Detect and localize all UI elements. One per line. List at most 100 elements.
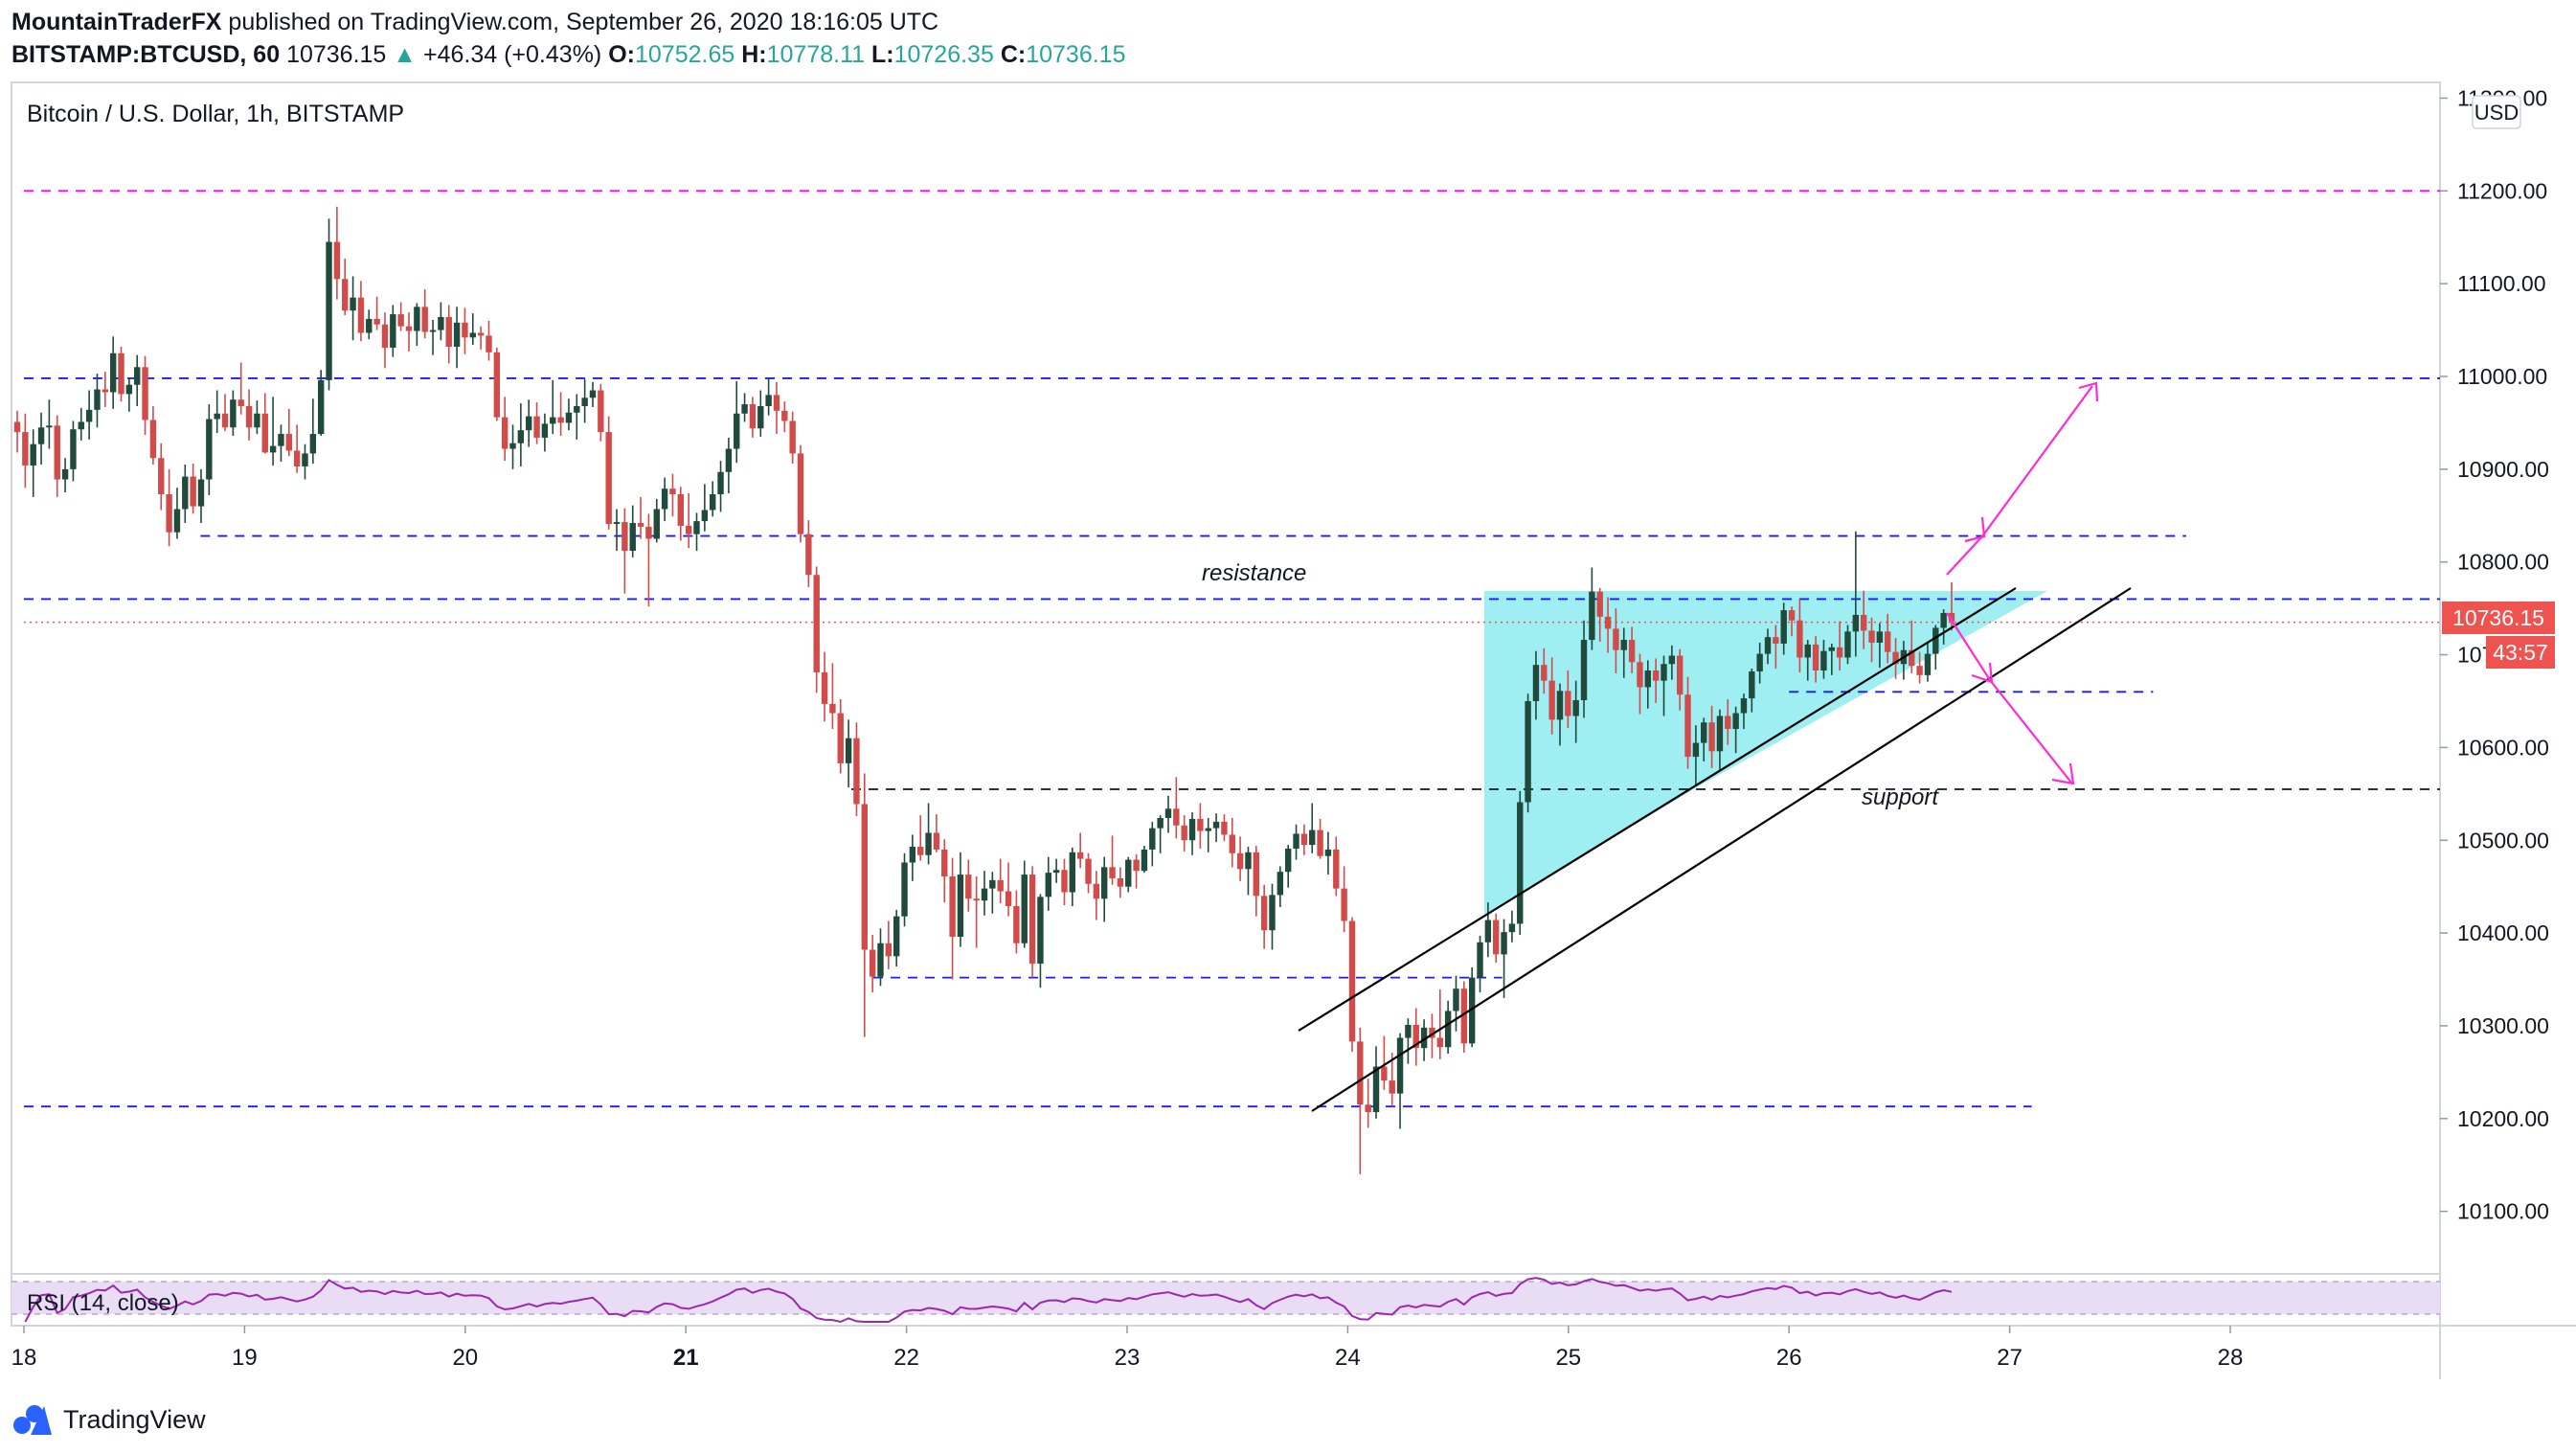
candle: [462, 307, 468, 354]
candle: [677, 487, 685, 541]
candle-body: [893, 916, 900, 957]
x-tick-label: 26: [1776, 1345, 1802, 1371]
candle: [261, 393, 268, 454]
candle: [405, 312, 413, 352]
candle-body: [405, 326, 413, 331]
candle-body: [221, 413, 229, 428]
candle: [1277, 866, 1284, 907]
y-tick-label: 10200.00: [2457, 1106, 2549, 1131]
candle-body: [197, 479, 205, 507]
candle-body: [1844, 631, 1851, 658]
candle: [1484, 902, 1492, 958]
publisher-name: MountainTraderFX: [11, 9, 222, 35]
candle-body: [1405, 1024, 1412, 1038]
candle-body: [1381, 1066, 1388, 1081]
chart-frame: [11, 81, 2441, 1327]
candle-body: [701, 510, 709, 522]
candle-body: [342, 279, 349, 311]
candle: [957, 852, 964, 947]
candle: [637, 496, 644, 539]
candle: [949, 857, 956, 980]
candle-body: [1725, 716, 1731, 730]
x-tick-label: 19: [232, 1345, 258, 1371]
candle-body: [1076, 852, 1084, 859]
candle: [1708, 705, 1715, 768]
candle-body: [397, 314, 404, 327]
candle: [1260, 884, 1268, 949]
candle: [149, 405, 157, 466]
candle-body: [37, 427, 45, 444]
candle: [1932, 625, 1939, 670]
candle-body: [1293, 833, 1299, 849]
candle: [613, 509, 621, 552]
ascending-triangle-pattern: [1484, 591, 2047, 915]
candle: [1668, 645, 1676, 680]
candle: [1444, 1000, 1452, 1055]
candle-body: [949, 876, 956, 937]
candle-body: [254, 413, 260, 428]
candle: [509, 424, 516, 469]
arrow-head-icon: [2051, 762, 2075, 785]
candle: [1429, 1013, 1435, 1058]
candle: [293, 424, 301, 473]
candle: [1868, 617, 1875, 663]
candle: [589, 381, 597, 407]
candle-body: [1101, 867, 1108, 899]
candle-body: [1676, 655, 1683, 695]
candle: [317, 370, 325, 436]
candle: [1756, 642, 1763, 684]
candle-body: [669, 488, 676, 494]
candle: [1076, 832, 1084, 869]
tradingview-footer[interactable]: TradingView: [11, 1398, 206, 1441]
candle: [206, 404, 213, 495]
candle-body: [1013, 906, 1020, 943]
candle: [885, 920, 893, 969]
candle: [1037, 894, 1044, 988]
candle: [190, 464, 196, 514]
candle: [1253, 846, 1260, 917]
candle-body: [805, 534, 812, 576]
candle: [781, 401, 788, 433]
candle: [1109, 835, 1116, 885]
candle-body: [381, 324, 389, 348]
candle-body: [1484, 920, 1492, 943]
bull-path-arrow: [1946, 385, 2093, 576]
candle-body: [845, 738, 852, 763]
candle-body: [1541, 665, 1548, 681]
candle: [565, 398, 573, 431]
candle: [1620, 627, 1627, 678]
candle-body: [877, 943, 884, 977]
y-tick-label: 10400.00: [2457, 920, 2549, 945]
candle-body: [350, 297, 356, 311]
candle: [1764, 628, 1772, 665]
currency-label: USD: [2474, 101, 2519, 125]
candle-body: [965, 875, 972, 899]
candle: [237, 362, 244, 415]
candle: [1596, 587, 1603, 642]
candle-body: [941, 849, 948, 877]
candle-body: [1932, 627, 1939, 654]
candle-body: [1532, 665, 1540, 701]
candle: [182, 465, 189, 524]
candle: [1396, 1033, 1404, 1129]
high-label: H:: [741, 41, 767, 68]
candle: [278, 424, 284, 463]
candle-body: [357, 297, 365, 333]
candle-body: [118, 352, 124, 395]
candle: [1565, 670, 1571, 729]
y-tick-label: 10100.00: [2457, 1199, 2549, 1224]
tradingview-logo-icon: [13, 1405, 52, 1435]
candle-body: [1876, 631, 1884, 643]
candle: [469, 313, 476, 346]
candle-body: [574, 405, 580, 413]
candle: [1028, 866, 1036, 978]
candle-body: [861, 804, 868, 950]
candle-body: [1205, 828, 1211, 831]
candle-body: [54, 425, 60, 480]
candle-body: [797, 453, 804, 534]
symbol-label: BITSTAMP:BTCUSD, 60: [11, 41, 281, 68]
candle: [829, 663, 836, 730]
candle: [173, 488, 181, 539]
candle-body: [981, 888, 988, 901]
